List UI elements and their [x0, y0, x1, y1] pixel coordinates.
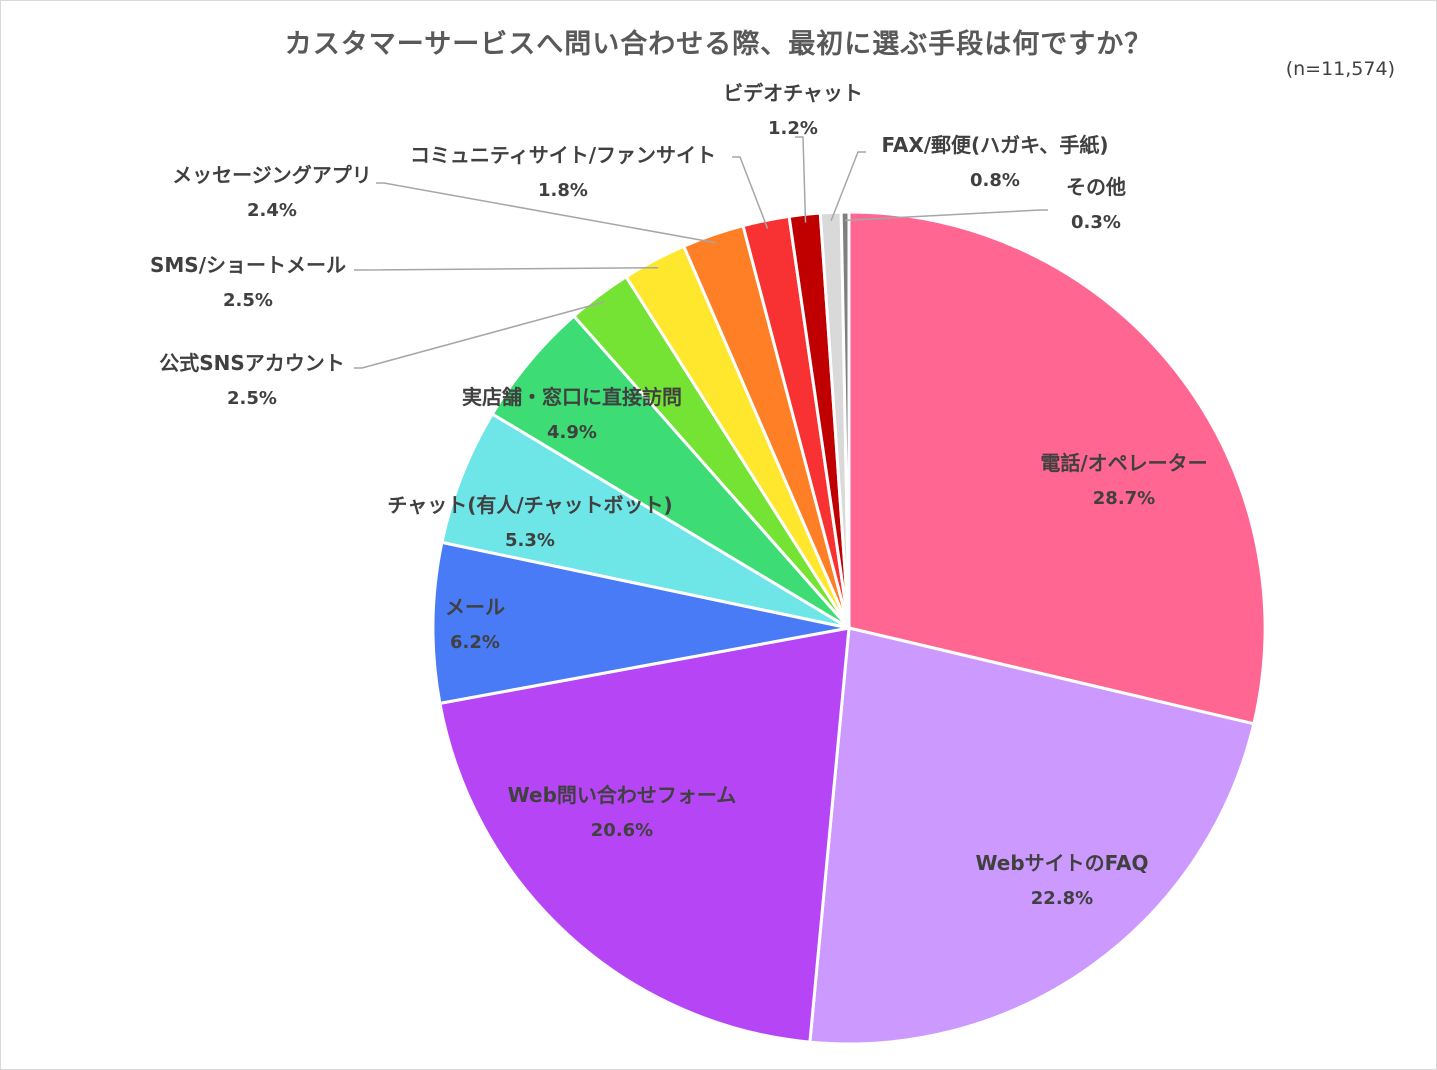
slice-6-value-label: 2.5% — [227, 388, 277, 409]
slice-0-wedge — [847, 210, 1267, 726]
slice-11-leader-line — [830, 151, 866, 221]
slice-10-category-label: ビデオチャット — [723, 81, 863, 105]
slice-8-leader-line — [376, 182, 716, 244]
slice-4-value-label: 5.3% — [505, 530, 555, 551]
slice-10-value-label: 1.2% — [768, 118, 818, 139]
slice-labels: 電話/オペレーター 28.7% WebサイトのFAQ 22.8% Web問い合わせフォー… — [150, 81, 1208, 909]
slice-9-category-label: コミュニティサイト/ファンサイト — [410, 143, 716, 167]
slice-1-category-label: WebサイトのFAQ — [975, 851, 1148, 875]
slice-11-category-label: FAX/郵便(ハガキ、手紙) — [881, 133, 1108, 157]
slice-2-value-label: 20.6% — [591, 820, 653, 841]
slice-6-leader-line — [354, 301, 605, 369]
leader-lines — [354, 136, 1048, 369]
slice-1-value-label: 22.8% — [1031, 888, 1093, 909]
slice-9-leader-line — [732, 156, 769, 229]
slice-8-category-label: メッセージングアプリ — [172, 163, 372, 187]
slice-0-value-label: 28.7% — [1093, 488, 1155, 509]
pie-slices — [431, 210, 1267, 1046]
slice-7-value-label: 2.5% — [223, 290, 273, 311]
slice-2-category-label: Web問い合わせフォーム — [508, 783, 737, 807]
slice-2-wedge — [438, 626, 851, 1044]
slice-5-value-label: 4.9% — [547, 422, 597, 443]
chart-title: カスタマーサービスへ問い合わせる際、最初に選ぶ手段は何ですか？ — [284, 29, 1153, 60]
slice-9-value-label: 1.8% — [538, 180, 588, 201]
slice-4-wedge — [440, 411, 850, 630]
slice-10-leader-line — [795, 136, 807, 223]
slice-7-category-label: SMS/ショートメール — [150, 253, 346, 277]
slice-12-category-label: その他 — [1066, 175, 1126, 199]
slice-12-leader-line — [845, 209, 1048, 222]
slice-1-wedge — [808, 626, 1256, 1046]
slice-8-value-label: 2.4% — [247, 200, 297, 221]
slice-3-value-label: 6.2% — [450, 632, 500, 653]
slice-12-value-label: 0.3% — [1071, 212, 1121, 233]
sample-size-label: (n=11,574) — [1285, 58, 1395, 80]
slice-7-leader-line — [354, 266, 659, 271]
slice-5-category-label: 実店舗・窓口に直接訪問 — [462, 385, 682, 409]
slice-4-category-label: チャット(有人/チャットボット) — [387, 493, 672, 517]
slice-6-category-label: 公式SNSアカウント — [159, 351, 345, 375]
slice-12-wedge — [839, 210, 851, 629]
slice-3-category-label: メール — [445, 595, 505, 619]
slice-0-category-label: 電話/オペレーター — [1040, 451, 1207, 475]
slice-11-value-label: 0.8% — [970, 170, 1020, 191]
slice-3-wedge — [431, 540, 850, 706]
